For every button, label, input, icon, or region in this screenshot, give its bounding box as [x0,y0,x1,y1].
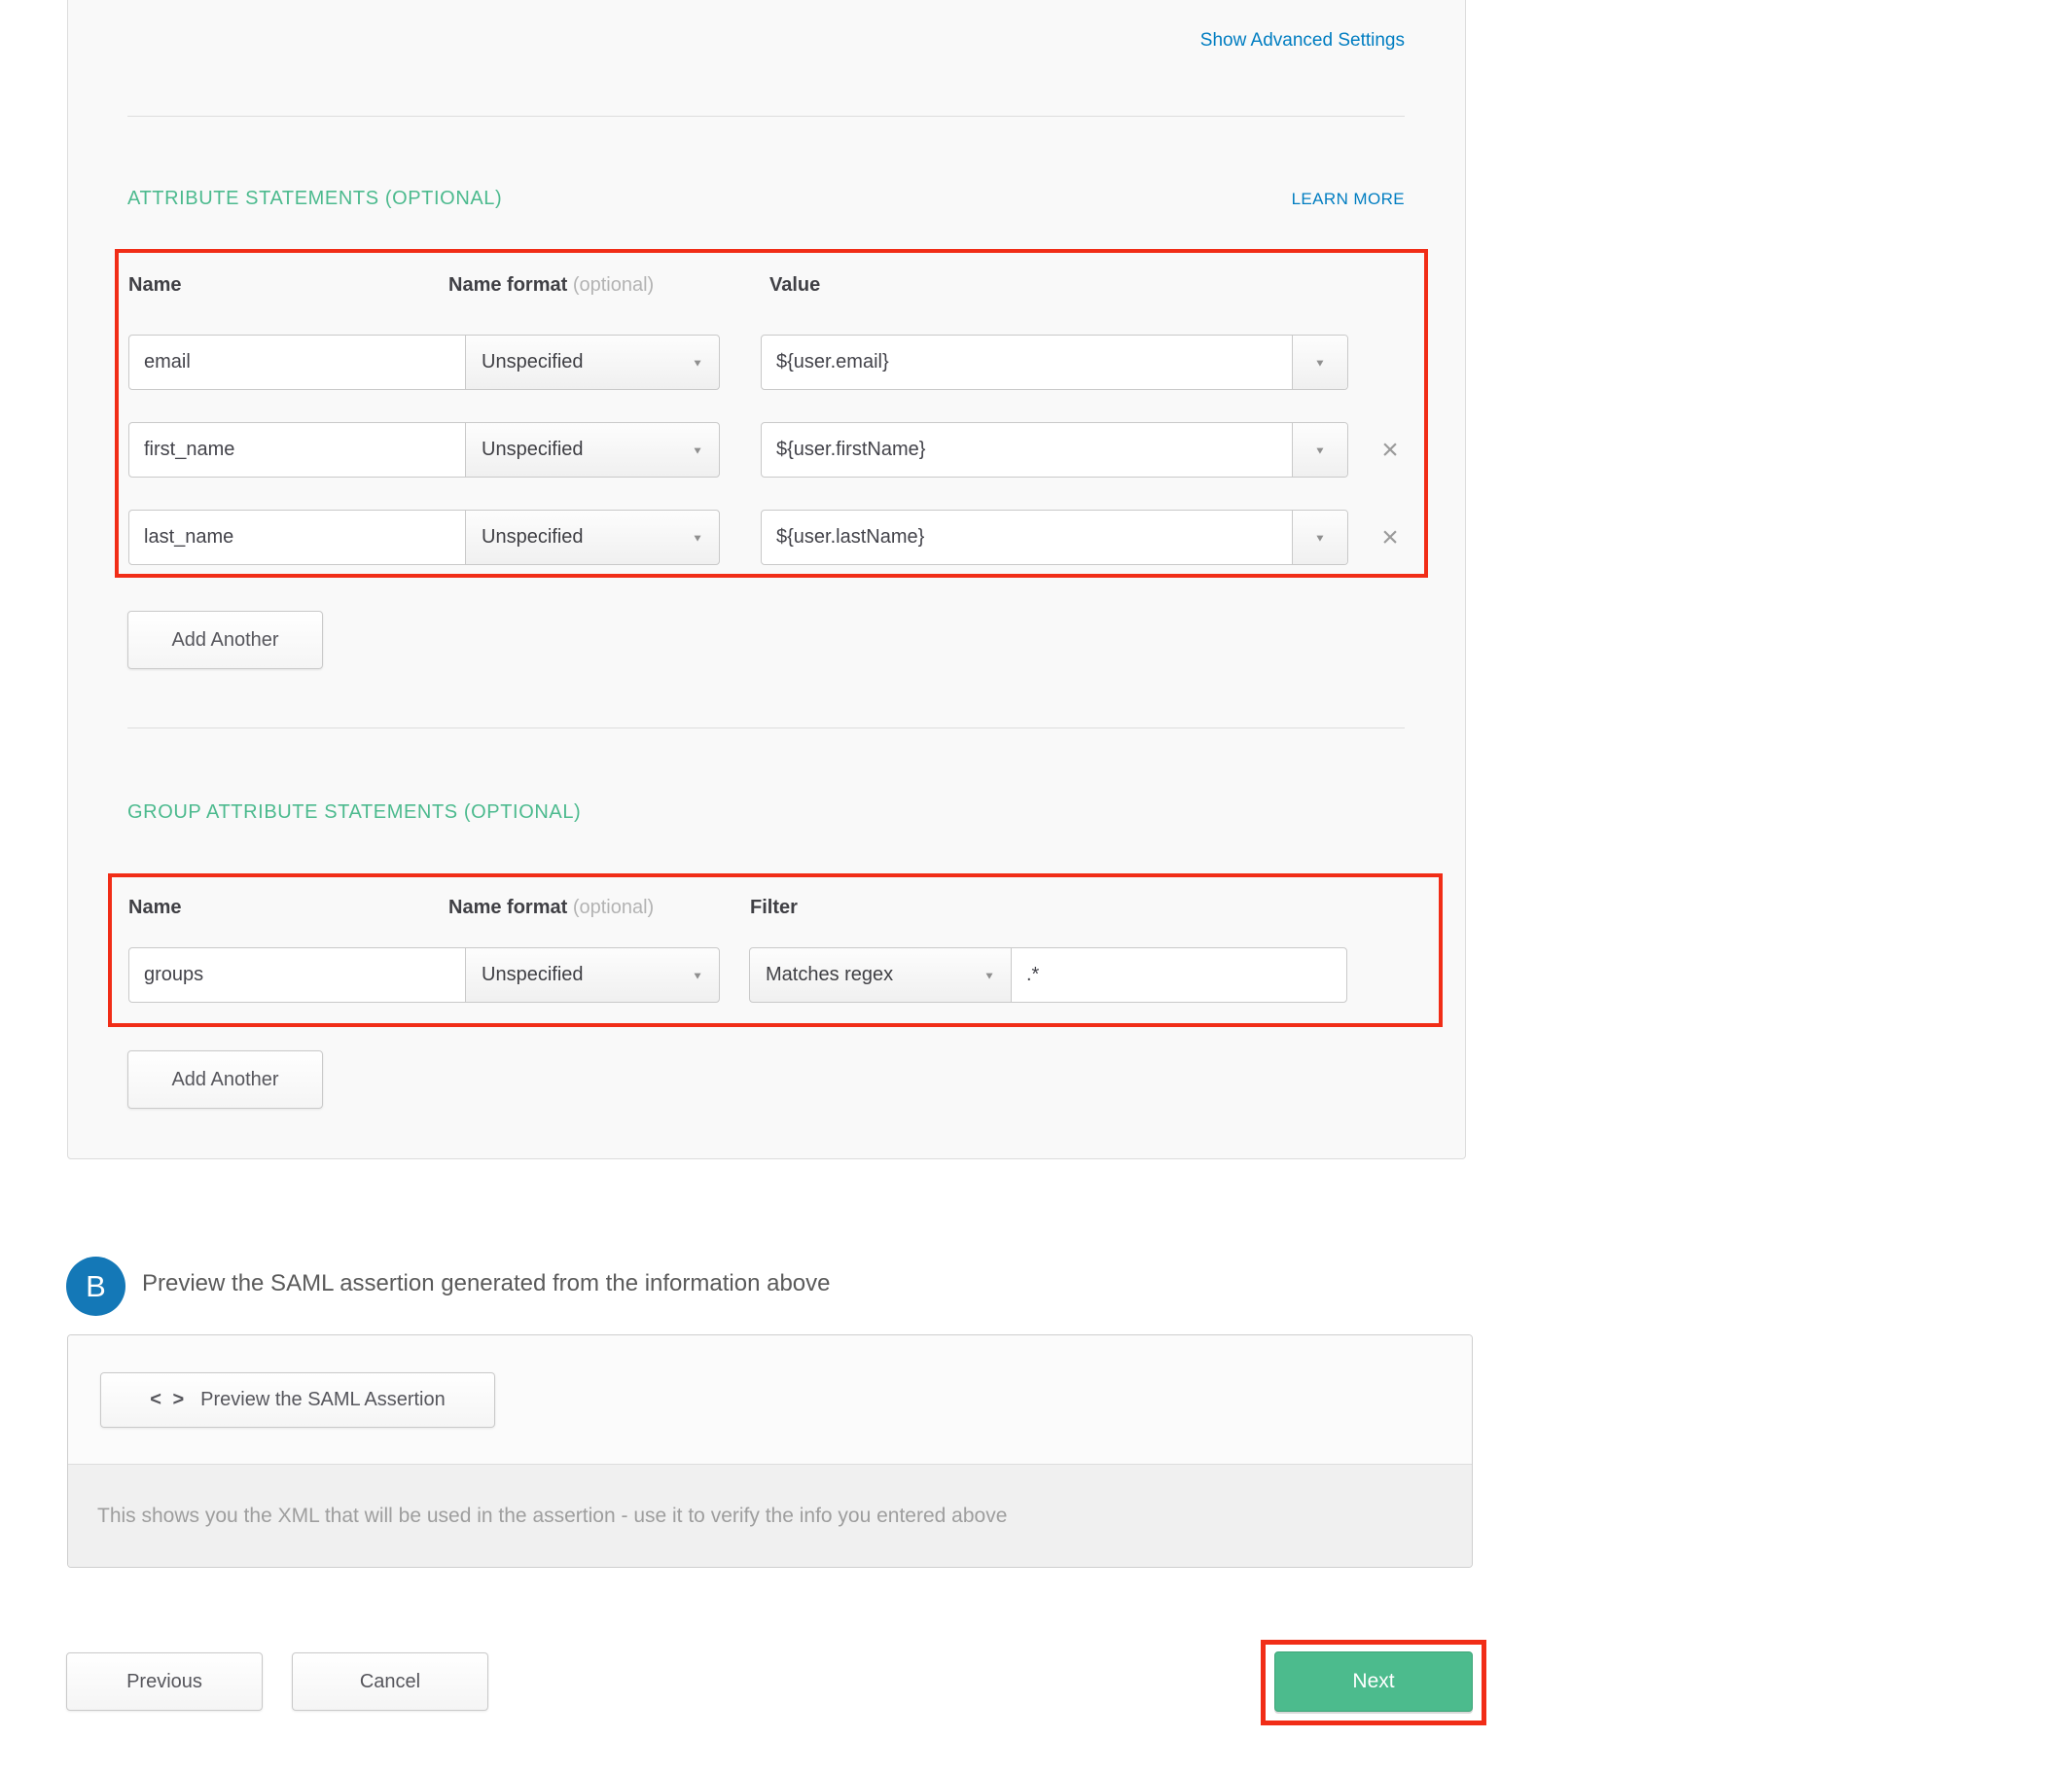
chevron-down-icon: ▼ [1314,531,1326,544]
column-header-name: Name [128,274,182,296]
chevron-down-icon: ▼ [692,444,703,456]
preview-saml-assertion-label: Preview the SAML Assertion [200,1389,446,1410]
column-header-filter: Filter [750,897,798,918]
attribute-value-input[interactable] [762,511,1292,564]
next-button[interactable]: Next [1274,1651,1473,1712]
group-attribute-statements-header: GROUP ATTRIBUTE STATEMENTS (OPTIONAL) [127,801,1405,824]
column-header-value: Value [769,274,821,296]
add-another-attribute-button[interactable]: Add Another [127,611,323,669]
attribute-name-input[interactable] [128,510,466,565]
chevron-down-icon: ▼ [692,356,703,369]
attribute-value-combo: ▼ [761,510,1348,565]
step-b-title: Preview the SAML assertion generated fro… [142,1270,831,1296]
chevron-down-icon: ▼ [983,969,995,981]
attribute-name-input[interactable] [128,422,466,478]
next-button-highlight-box: Next [1261,1640,1486,1725]
attribute-value-dropdown-button[interactable]: ▼ [1292,336,1347,389]
chevron-down-icon: ▼ [692,531,703,544]
preview-assertion-box: < > Preview the SAML Assertion This show… [67,1334,1473,1568]
attribute-row-last-name: Unspecified ▼ ▼ × [128,510,1414,565]
add-another-group-attribute-button[interactable]: Add Another [127,1050,323,1109]
name-format-selected-value: Unspecified [482,964,584,985]
name-format-select[interactable]: Unspecified ▼ [465,335,720,390]
remove-row-button[interactable]: × [1381,520,1399,553]
group-attribute-table-headers: Name Name format (optional) Filter [128,897,1422,920]
chevron-down-icon: ▼ [1314,444,1326,456]
group-name-input[interactable] [128,947,466,1003]
step-b-badge: B [66,1257,125,1316]
cancel-button[interactable]: Cancel [292,1652,488,1711]
group-attribute-statements-title: GROUP ATTRIBUTE STATEMENTS (OPTIONAL) [127,801,582,823]
attribute-value-input[interactable] [762,336,1292,389]
chevron-down-icon: ▼ [1314,356,1326,369]
attribute-value-combo: ▼ [761,422,1348,478]
saml-settings-panel: Show Advanced Settings ATTRIBUTE STATEME… [67,0,1466,1159]
group-attribute-row: Unspecified ▼ Matches regex ▼ [128,947,1422,1003]
attribute-statements-title: ATTRIBUTE STATEMENTS (OPTIONAL) [127,188,503,209]
filter-type-selected-value: Matches regex [766,964,894,985]
attribute-row-first-name: Unspecified ▼ ▼ × [128,422,1414,478]
previous-button[interactable]: Previous [66,1652,263,1711]
name-format-select[interactable]: Unspecified ▼ [465,422,720,478]
remove-row-button[interactable]: × [1381,433,1399,466]
preview-assertion-box-top: < > Preview the SAML Assertion [68,1335,1472,1465]
section-divider [127,727,1405,728]
name-format-selected-value: Unspecified [482,526,584,548]
attribute-statements-header: ATTRIBUTE STATEMENTS (OPTIONAL) LEARN MO… [127,188,1405,210]
show-advanced-settings-link[interactable]: Show Advanced Settings [1199,30,1405,51]
section-divider [127,116,1405,117]
attribute-value-dropdown-button[interactable]: ▼ [1292,511,1347,564]
attribute-value-combo: ▼ [761,335,1348,390]
attribute-value-input[interactable] [762,423,1292,477]
group-filter-value-input[interactable] [1011,947,1347,1003]
name-format-selected-value: Unspecified [482,351,584,373]
group-name-format-select[interactable]: Unspecified ▼ [465,947,720,1003]
column-header-name-format: Name format (optional) [448,274,655,296]
preview-assertion-hint: This shows you the XML that will be used… [97,1505,1008,1527]
preview-assertion-hint-area: This shows you the XML that will be used… [68,1465,1472,1567]
column-header-name: Name [128,897,182,918]
attribute-table-headers: Name Name format (optional) Value [128,274,1414,298]
chevron-down-icon: ▼ [692,969,703,981]
learn-more-link[interactable]: LEARN MORE [1291,190,1405,208]
preview-saml-assertion-button[interactable]: < > Preview the SAML Assertion [100,1372,495,1428]
name-format-selected-value: Unspecified [482,439,584,460]
name-format-select[interactable]: Unspecified ▼ [465,510,720,565]
column-header-name-format: Name format (optional) [448,897,655,918]
attribute-statements-highlight-box: Name Name format (optional) Value Unspec… [115,249,1428,578]
code-brackets-icon: < > [150,1389,188,1410]
attribute-name-input[interactable] [128,335,466,390]
group-attribute-highlight-box: Name Name format (optional) Filter Unspe… [108,873,1443,1027]
attribute-value-dropdown-button[interactable]: ▼ [1292,423,1347,477]
group-filter-type-select[interactable]: Matches regex ▼ [749,947,1012,1003]
attribute-row-email: Unspecified ▼ ▼ [128,335,1414,390]
